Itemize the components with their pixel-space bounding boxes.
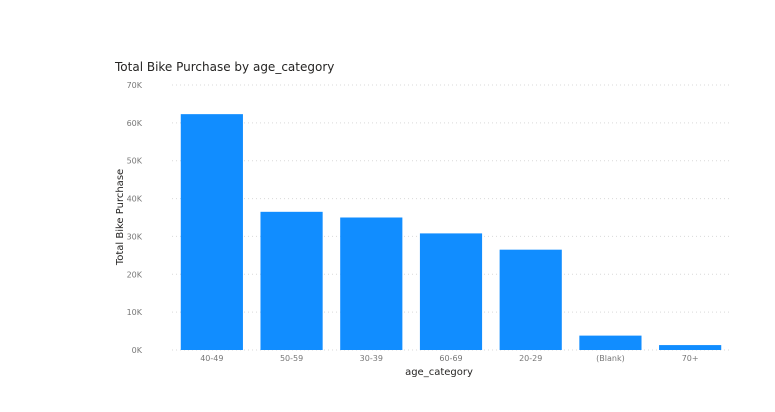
x-tick-label: 40-49 xyxy=(200,354,223,363)
x-tick-label: (Blank) xyxy=(596,354,625,363)
y-tick-label: 50K xyxy=(127,157,143,166)
bar-blank[interactable] xyxy=(579,335,642,350)
y-tick-label: 20K xyxy=(127,270,143,279)
y-tick-label: 70K xyxy=(127,81,143,90)
bar-2029[interactable] xyxy=(499,249,562,350)
y-tick-label: 60K xyxy=(127,119,143,128)
x-tick-label: 50-59 xyxy=(280,354,303,363)
x-tick-label: 20-29 xyxy=(519,354,542,363)
bars xyxy=(180,114,722,351)
y-tick-label: 10K xyxy=(127,308,143,317)
y-axis-title: Total Bike Purchase xyxy=(115,169,126,266)
y-tick-label: 40K xyxy=(127,195,143,204)
bar-5059[interactable] xyxy=(260,211,323,350)
x-axis-title: age_category xyxy=(405,367,473,378)
x-tick-label: 60-69 xyxy=(439,354,462,363)
bar-6069[interactable] xyxy=(419,233,483,350)
bar-3039[interactable] xyxy=(340,217,403,351)
y-tick-label: 0K xyxy=(132,346,143,355)
x-axis-ticks: 40-49 50-59 30-39 60-69 20-29 (Blank) 70+ xyxy=(200,354,698,363)
x-tick-label: 30-39 xyxy=(360,354,383,363)
chart-title: Total Bike Purchase by age_category xyxy=(115,60,335,74)
y-tick-label: 30K xyxy=(127,232,143,241)
bar-70[interactable] xyxy=(659,345,722,350)
y-axis-ticks: 0K 10K 20K 30K 40K 50K 60K 70K xyxy=(127,81,143,355)
x-tick-label: 70+ xyxy=(682,354,699,363)
bar-4049[interactable] xyxy=(180,114,243,351)
